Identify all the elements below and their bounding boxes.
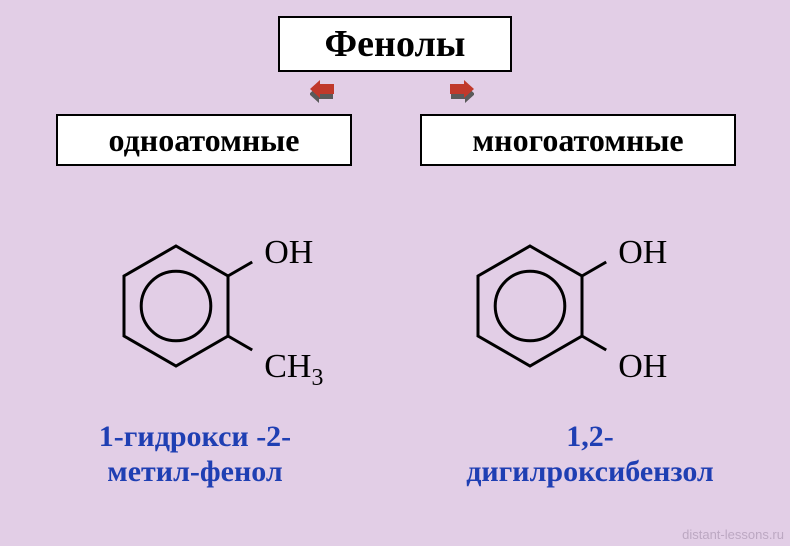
caption-line: метил-фенол <box>40 455 350 490</box>
structure-left: OH CH3 <box>106 216 366 421</box>
category-label: многоатомные <box>472 122 683 159</box>
pointer-icon <box>446 80 474 106</box>
category-box-monoatomic: одноатомные <box>56 114 352 166</box>
caption-right: 1,2-дигилроксибензол <box>420 420 760 489</box>
caption-line: 1-гидрокси -2- <box>40 420 350 455</box>
substituent-label: OH <box>618 348 667 386</box>
substituent-label: OH <box>618 234 667 272</box>
title-box: Фенолы <box>278 16 512 72</box>
caption-line: 1,2- <box>420 420 760 455</box>
watermark-text: distant-lessons.ru <box>682 527 784 542</box>
watermark: distant-lessons.ru <box>682 527 784 542</box>
structure-right: OH OH <box>460 216 720 421</box>
substituent-label: OH <box>264 234 313 272</box>
category-box-polyatomic: многоатомные <box>420 114 736 166</box>
category-label: одноатомные <box>109 122 300 159</box>
caption-line: дигилроксибензол <box>420 455 760 490</box>
substituent-label: CH3 <box>264 348 323 392</box>
pointer-icon <box>310 80 338 106</box>
title-text: Фенолы <box>325 22 466 66</box>
caption-left: 1-гидрокси -2-метил-фенол <box>40 420 350 489</box>
